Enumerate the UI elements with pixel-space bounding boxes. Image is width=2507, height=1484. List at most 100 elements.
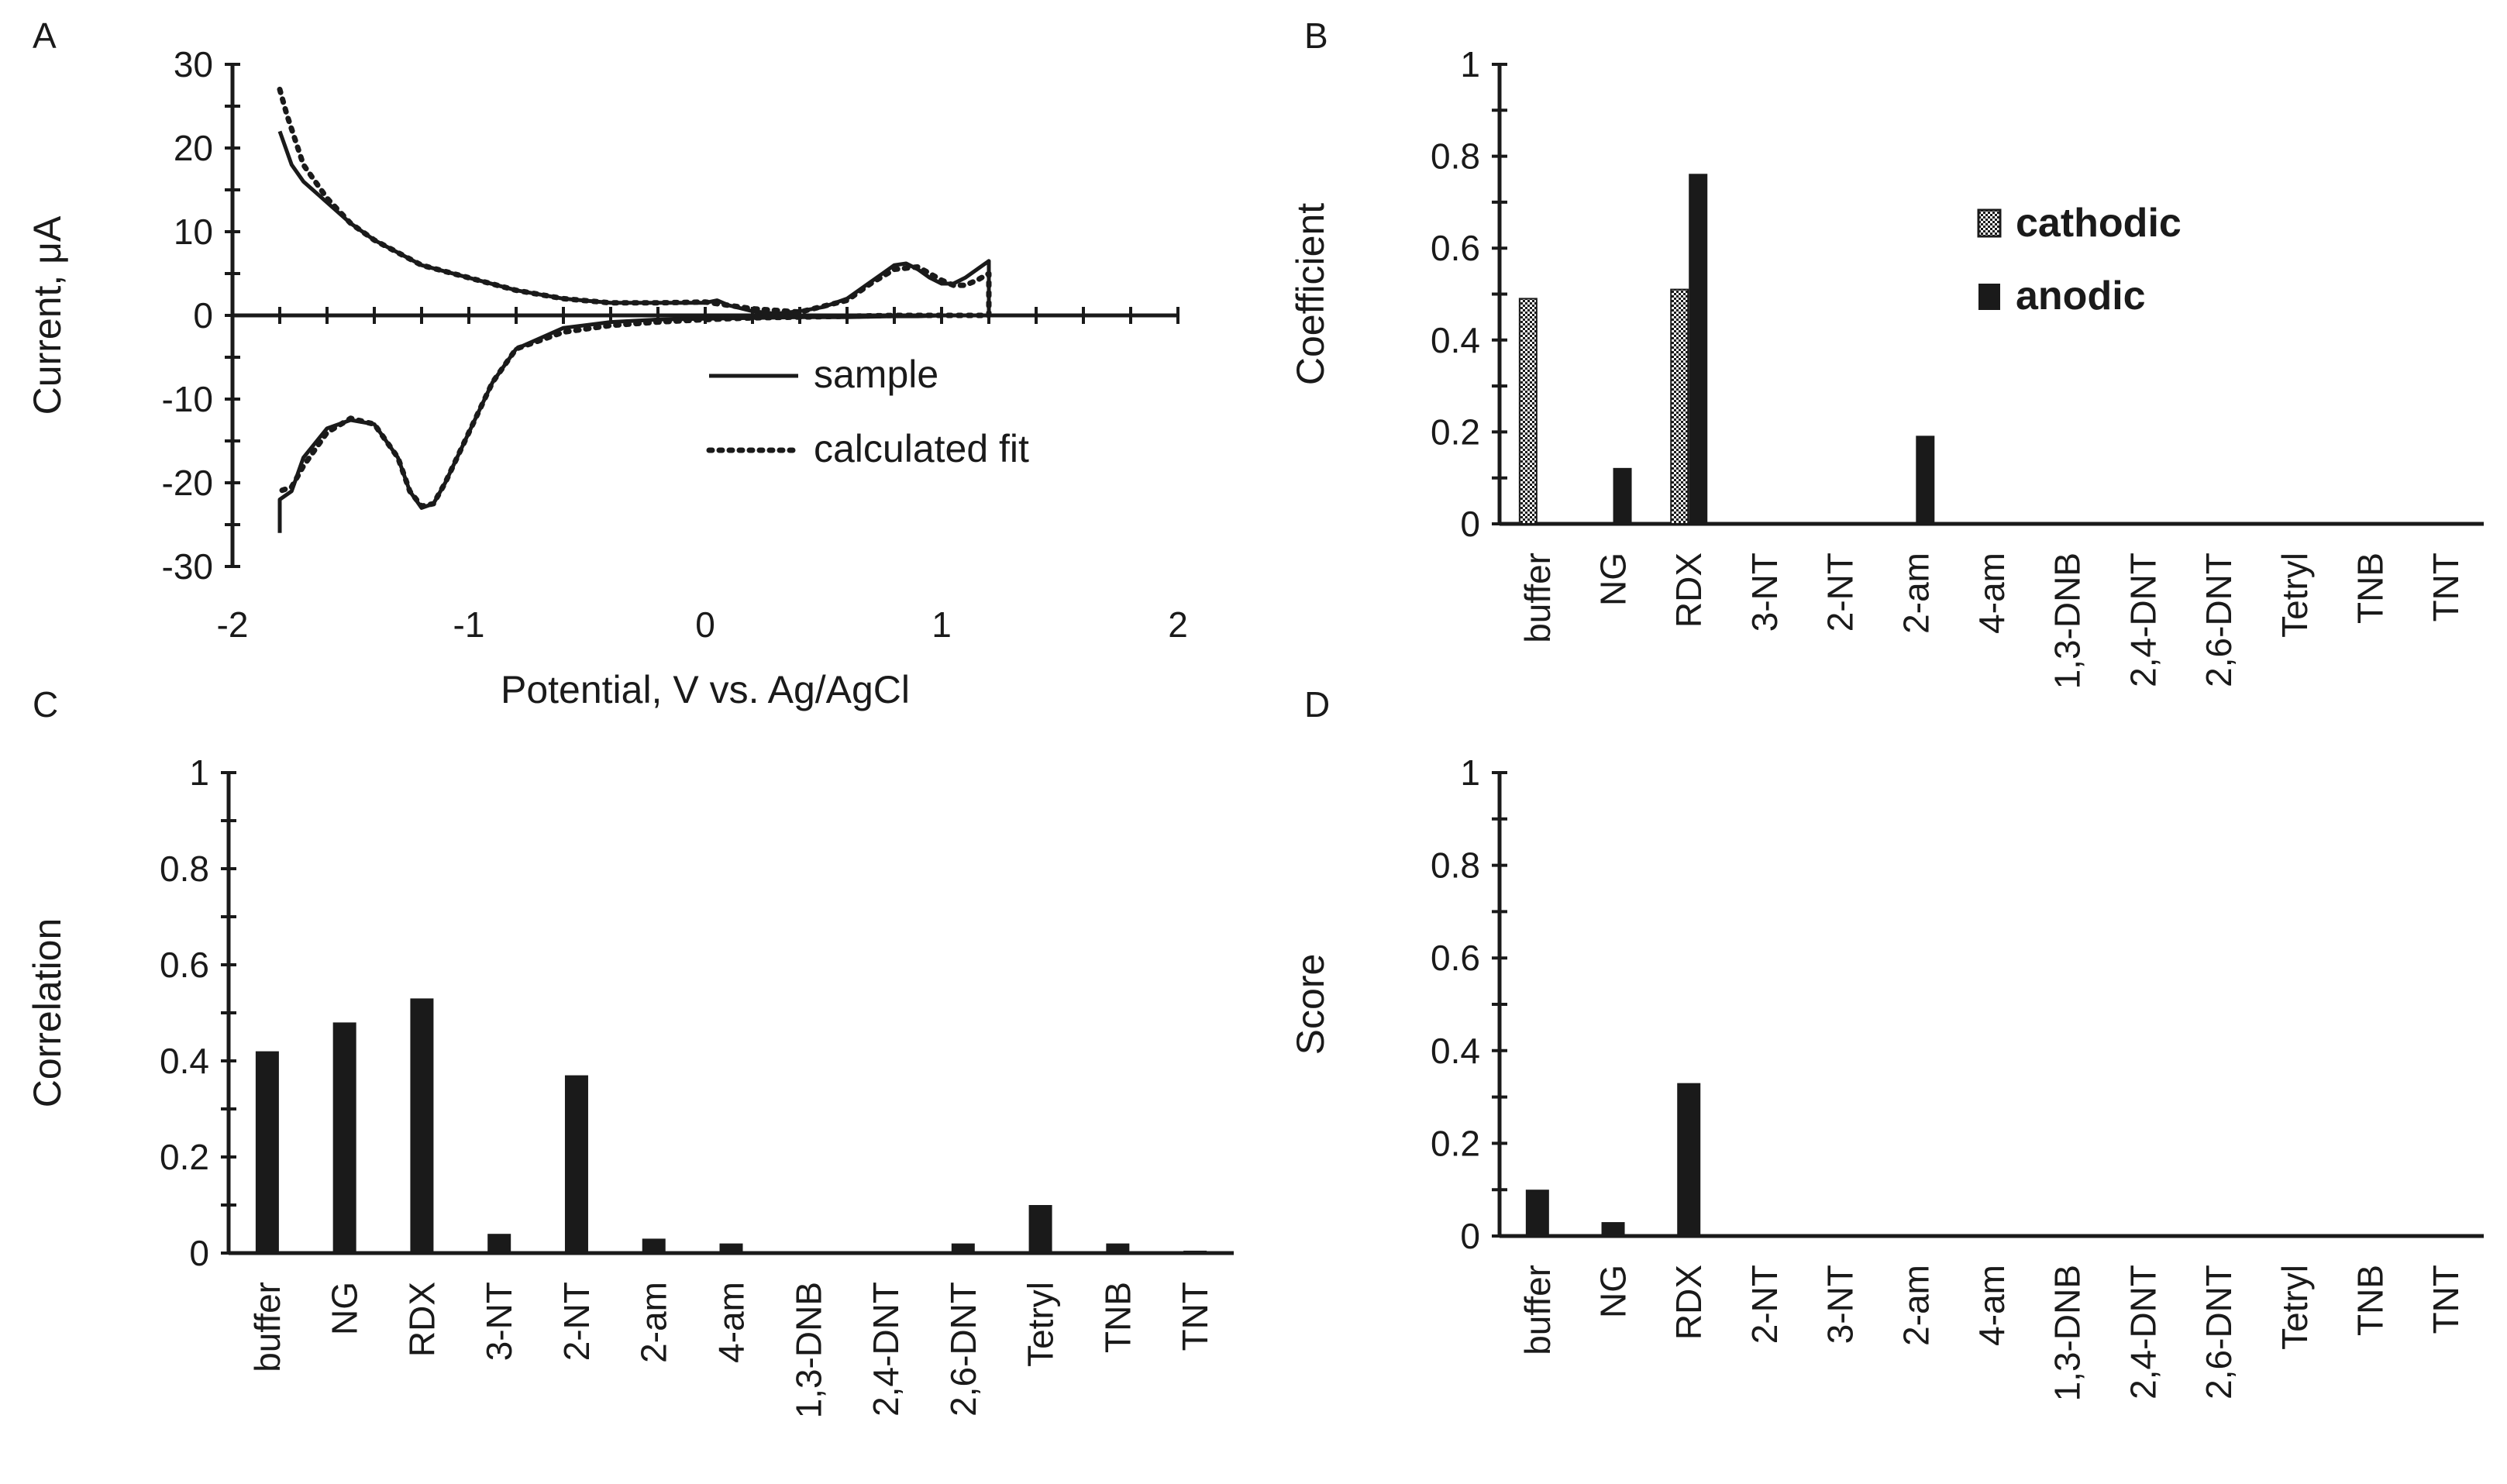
x-category-label: TNT [2426,553,2466,621]
y-tick-label: 0.2 [1431,411,1480,452]
bar [332,1022,356,1253]
x-category-label: 3-NT [1820,1265,1861,1344]
bar-anodic [1689,174,1708,525]
x-category-label: 2,6-DNT [2199,1265,2239,1400]
bar [1601,1222,1625,1236]
panel-d-bar-chart: 0 0.2 0.4 0.6 0.8 1 Score buffer NG RDX 2-NT 3-NT 2-… [1289,752,2484,1401]
panel-c-bar-chart: 0 0.2 0.4 0.6 0.8 1 Correlation buffer NG RDX 3-NT… [26,752,1234,1418]
x-category-label: RDX [401,1282,442,1357]
x-category-label: 2-NT [1820,553,1861,632]
y-axis-title: Score [1289,954,1332,1055]
bar [1106,1243,1130,1253]
x-category-label: TNB [2350,1265,2390,1336]
x-category-label: 2,4-DNT [2123,1265,2163,1400]
y-tick-label: 0 [189,1233,209,1273]
y-tick-label: 0.4 [1431,320,1480,360]
x-category-label: 4-am [1972,553,2012,634]
legend-swatch-anodic [1978,284,2000,310]
legend-label-sample: sample [814,353,938,396]
y-tick-label: 30 [174,44,213,84]
bar [1677,1083,1701,1236]
legend-swatch-cathodic [1977,208,2002,238]
x-category-label: Tetryl [2275,553,2315,638]
x-tick-label: 2 [1168,604,1188,645]
y-tick-label: 0.8 [1431,136,1480,177]
x-category-label: buffer [247,1282,288,1372]
x-category-label: Tetryl [1021,1282,1061,1367]
y-tick-label: 0 [1460,504,1480,544]
x-category-label: 2-NT [1744,1265,1785,1344]
y-tick-label: -20 [162,463,213,503]
y-tick-label: 0.4 [1431,1031,1480,1071]
bar-anodic [1613,467,1632,525]
series-line-sample [277,130,991,533]
y-tick-label: 0.8 [160,849,209,889]
y-axis-title: Current, μA [26,215,69,415]
x-category-label: TNT [2426,1265,2466,1334]
x-category-label: 4-am [1972,1265,2012,1346]
x-category-label: buffer [1517,553,1558,643]
y-tick-label: 10 [174,212,213,252]
x-category-label: TNB [2350,553,2390,624]
x-category-label: 2,4-DNT [866,1282,906,1417]
y-tick-label: 0.4 [160,1041,209,1081]
panel-b-bar-chart: 0 0.2 0.4 0.6 0.8 1 Coefficient buffer NG RDX 3-NT… [1289,44,2484,689]
legend-label-calculated-fit: calculated fit [814,427,1029,470]
x-category-label: 4-am [711,1282,752,1363]
panel-letter-b: B [1304,15,1328,56]
bar [1525,1190,1549,1236]
legend-label-cathodic: cathodic [2016,201,2182,246]
x-category-label: 1,3-DNB [2047,1265,2088,1401]
legend-label-anodic: anodic [2016,274,2146,318]
x-category-label: 2-am [634,1282,674,1363]
y-tick-label: 0.2 [160,1137,209,1177]
bar [564,1075,588,1253]
y-tick-label: 20 [174,128,213,168]
panel-letter-d: D [1304,684,1330,725]
bar [1183,1250,1207,1253]
x-category-label: NG [1593,553,1634,606]
bar [1028,1205,1052,1253]
x-axis-title: Potential, V vs. Ag/AgCl [501,668,910,711]
x-category-label: Tetryl [2275,1265,2315,1350]
y-tick-label: 1 [1460,44,1480,84]
y-tick-label: 0 [1460,1216,1480,1256]
series-line-calculated-fit [277,86,992,509]
x-category-label: 2-am [1896,553,1936,634]
x-category-label: buffer [1517,1265,1558,1355]
x-category-label: 3-NT [1744,553,1785,632]
y-tick-label: 0.2 [1431,1123,1480,1163]
y-tick-label: -30 [162,546,213,587]
x-category-label: 2-am [1896,1265,1936,1346]
bar [255,1051,279,1253]
y-axis-title: Coefficient [1289,203,1332,385]
x-category-label: 2-NT [556,1282,597,1361]
x-tick-label: 0 [695,604,715,645]
x-category-label: RDX [1668,553,1709,628]
x-tick-label: -2 [217,604,249,645]
x-category-label: 2,6-DNT [943,1282,983,1417]
x-category-label: RDX [1668,1265,1709,1340]
bar [951,1243,975,1253]
y-tick-label: 0.6 [1431,938,1480,978]
bar [487,1234,511,1253]
y-tick-label: 0.6 [160,945,209,985]
bar-cathodic [1518,298,1538,525]
y-tick-label: 1 [189,752,209,793]
y-axis-title: Correlation [26,918,69,1108]
x-category-label: 2,6-DNT [2199,553,2239,687]
bar [642,1238,666,1253]
panel-letter-a: A [33,15,57,56]
x-category-label: NG [1593,1265,1634,1318]
y-tick-label: 0.8 [1431,845,1480,886]
y-tick-label: 1 [1460,752,1480,793]
panel-letter-c: C [33,684,58,725]
x-category-label: TNB [1097,1282,1138,1353]
x-category-label: 1,3-DNB [2047,553,2088,689]
bar-anodic [1916,436,1935,525]
y-tick-label: 0 [193,295,213,336]
bar [719,1243,743,1253]
x-category-label: NG [325,1282,365,1335]
